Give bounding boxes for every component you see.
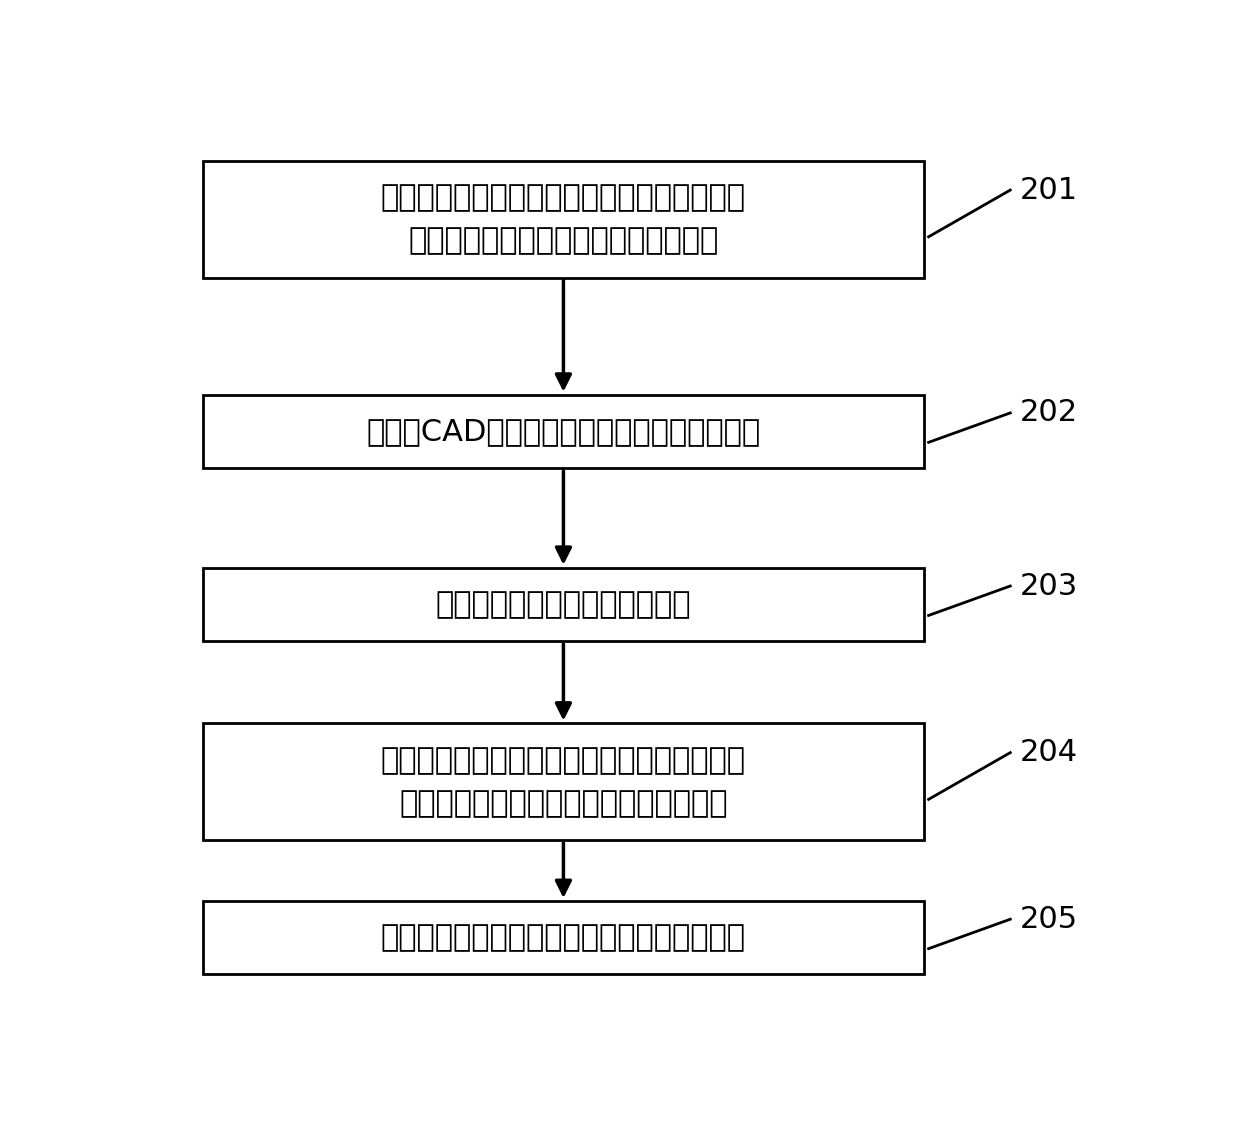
Bar: [203, 900, 924, 975]
Bar: [203, 724, 924, 841]
Bar: [203, 568, 924, 641]
Text: 终端接收到原密码加密的更新材料，更新密钥: 终端接收到原密码加密的更新材料，更新密钥: [381, 923, 746, 952]
Text: 202: 202: [1019, 398, 1078, 427]
Text: 204: 204: [1019, 738, 1078, 767]
Text: 周期性CAD检测的终端侦测到前导码退出休眠: 周期性CAD检测的终端侦测到前导码退出休眠: [366, 417, 760, 446]
Text: 服务器向对应请求终端发送密钥更新及更新材
料，并修改该终端信息链表重新生成密钥: 服务器向对应请求终端发送密钥更新及更新材 料，并修改该终端信息链表重新生成密钥: [381, 746, 746, 818]
Text: 201: 201: [1019, 175, 1078, 205]
Bar: [203, 161, 924, 278]
Bar: [203, 395, 924, 468]
Text: 203: 203: [1019, 571, 1078, 600]
Text: 205: 205: [1019, 905, 1078, 934]
Text: 终端向服务器发送密钥更新请求: 终端向服务器发送密钥更新请求: [435, 590, 691, 619]
Text: 服务器发送全网唤醒请求到网关，网关收到后
发送超长前导码唤醒数据包唤醒各终端: 服务器发送全网唤醒请求到网关，网关收到后 发送超长前导码唤醒数据包唤醒各终端: [381, 183, 746, 255]
